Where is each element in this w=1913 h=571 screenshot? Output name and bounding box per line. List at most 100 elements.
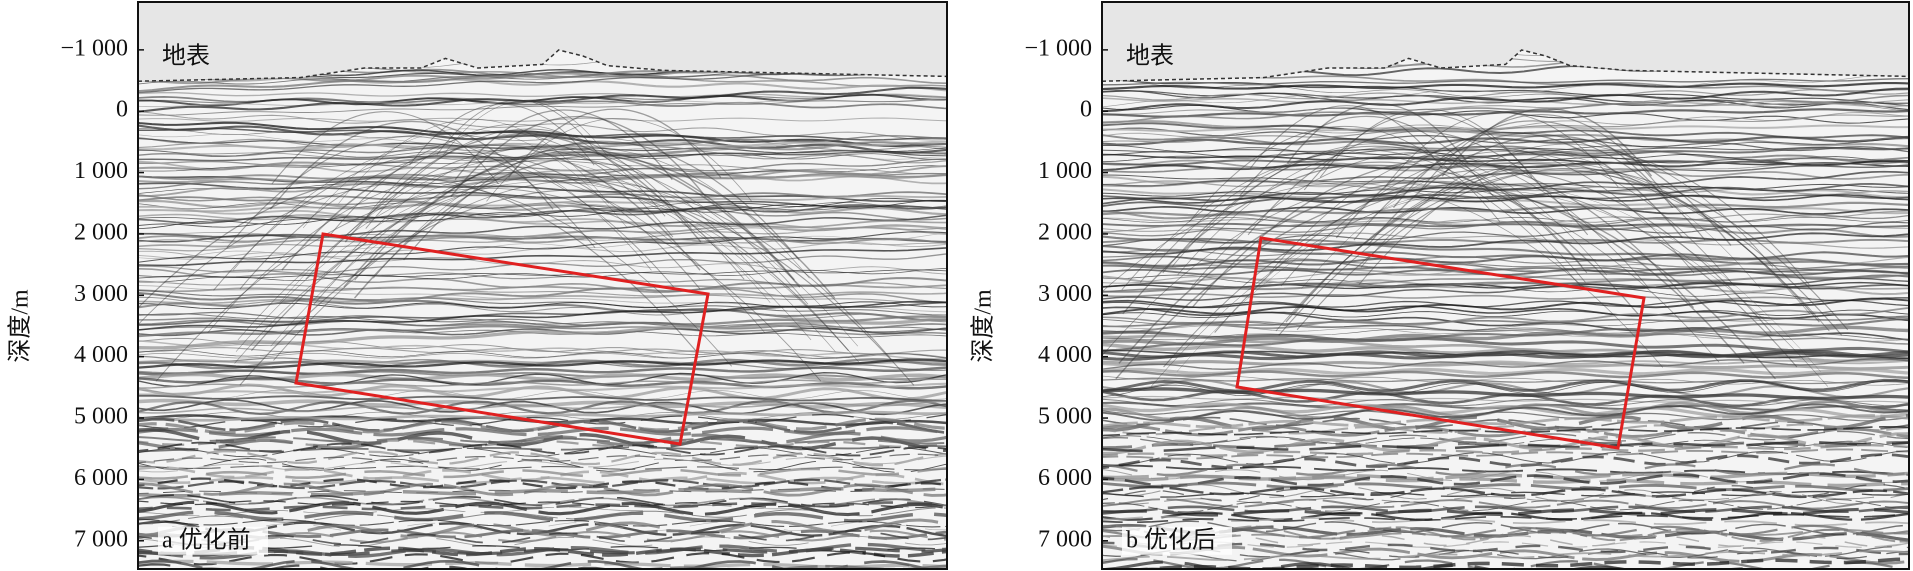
reflector [1102,216,1909,223]
reflector [138,140,947,151]
reflector [138,319,947,329]
diffraction-arc [1303,113,1545,191]
diffraction-arc [1188,126,1501,223]
reflector [1102,114,1909,144]
reflector [1102,108,1909,118]
y-axis-label: 深度/m [7,289,34,363]
reflector [1102,318,1909,352]
reflector [138,466,947,480]
reflector [1102,314,1909,341]
reflector [1102,444,1909,458]
diffraction-arc [1247,130,1589,236]
diffraction-arc [1293,162,1811,315]
caption-bg [158,526,268,555]
reflector [1102,472,1909,488]
diffraction-arc [1190,151,1650,289]
diffraction-arc [1358,150,1810,286]
y-tick-label: 6 000 [1038,465,1092,491]
reflector [1102,520,1909,536]
reflector [138,69,947,94]
reflector [1102,546,1909,563]
diffraction-arc [226,136,596,249]
reflector [1102,183,1909,209]
diffraction-arc [1115,186,1776,380]
diffraction-arc [281,144,701,271]
reflector [138,358,947,370]
diffraction-arc [1285,164,1820,323]
reflector [138,372,947,388]
y-tick-label: 1 000 [74,158,128,184]
reflector [138,417,947,435]
reflector [138,311,947,333]
y-axis-label: 深度/m [970,289,997,363]
reflector [138,476,947,485]
reflector [138,197,947,228]
reflector [1102,255,1909,274]
diffraction-arc [1171,143,1583,267]
reflector [1102,201,1909,217]
reflector [138,141,947,171]
reflector [138,507,947,525]
reflector [1102,307,1909,333]
diffraction-arc [486,118,752,202]
diffraction-arc [441,100,609,157]
reflector [138,291,947,305]
reflector [138,383,947,401]
reflector [1102,194,1909,200]
reflector [1102,251,1909,268]
reflector [138,191,947,202]
reflector [138,389,947,400]
y-tick-label: 0 [1080,97,1092,123]
reflector [1102,413,1909,432]
reflector [1102,89,1909,111]
diffraction-arc [354,148,795,281]
y-tick-label: 0 [116,97,128,123]
reflector [138,458,947,473]
reflector [138,465,947,486]
diffraction-arc [239,152,701,290]
diffraction-arc [1419,114,1663,192]
reflector [1102,549,1909,562]
reflector [1102,161,1909,188]
reflector [1102,299,1909,309]
reflector [1102,99,1909,115]
y-tick-label: −1 000 [1024,35,1092,61]
diffraction-arc [343,151,801,288]
reflector [138,86,947,114]
reflector [138,400,947,414]
diffraction-arc [1269,146,1695,274]
reflector [138,158,947,190]
reflector [138,445,947,453]
y-tick-label: 6 000 [74,465,128,491]
reflector [1102,516,1909,527]
diffraction-arc [269,120,554,210]
reflector [1102,170,1909,206]
reflector [138,500,947,517]
reflector [138,148,947,175]
reflector [1102,164,1909,187]
reflector [1102,359,1909,367]
diffraction-arc [1286,103,1469,164]
reflector [138,117,947,122]
reflector [1102,448,1909,460]
reflector [138,477,947,492]
reflector [138,122,947,154]
diffraction-arc [239,189,915,386]
reflector [138,220,947,249]
reflector [1102,471,1909,482]
reflector [138,326,947,337]
reflector [1102,505,1909,514]
reflector [1102,132,1909,164]
reflector [138,337,947,360]
y-tick-label: 4 000 [74,342,128,368]
reflector [1102,358,1909,371]
reflector [138,110,947,141]
reflector [1102,414,1909,429]
diffraction-arc [1360,143,1774,268]
reflector [138,98,947,116]
diffraction-arc [138,176,697,352]
reflector [138,160,947,176]
reflector [1102,425,1909,437]
reflector [1102,306,1909,341]
